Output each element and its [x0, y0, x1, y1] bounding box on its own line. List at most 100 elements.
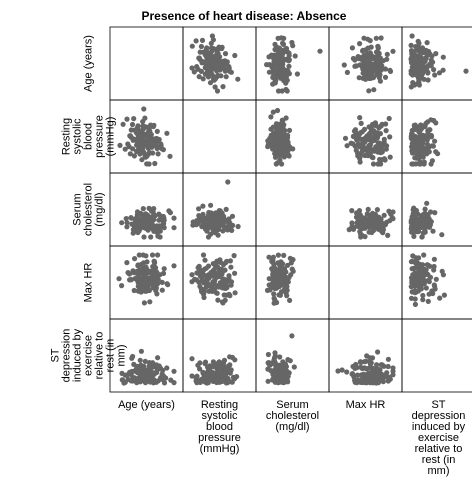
- data-point: [433, 276, 439, 282]
- data-point: [366, 370, 372, 377]
- data-point: [420, 230, 426, 236]
- data-point: [410, 72, 416, 78]
- data-point: [414, 216, 420, 222]
- data-point: [355, 150, 361, 156]
- data-point: [122, 146, 128, 152]
- data-point: [277, 354, 283, 360]
- data-point: [409, 132, 415, 138]
- data-point: [384, 143, 390, 149]
- data-point: [364, 51, 371, 57]
- data-point: [374, 371, 380, 377]
- data-point: [127, 369, 133, 375]
- row-label-3: Max HR: [8, 246, 108, 319]
- data-point: [214, 88, 221, 94]
- data-point: [377, 131, 383, 137]
- data-point: [379, 143, 385, 149]
- data-point: [280, 272, 286, 278]
- data-point: [430, 143, 436, 149]
- data-point: [291, 364, 297, 370]
- data-point: [364, 353, 370, 359]
- data-point: [421, 76, 427, 82]
- data-point: [125, 141, 131, 147]
- data-point: [384, 51, 390, 58]
- data-point: [142, 373, 148, 380]
- data-point: [232, 290, 238, 296]
- data-point: [151, 258, 157, 264]
- data-point: [119, 370, 125, 376]
- data-point: [390, 209, 396, 215]
- data-point: [207, 369, 213, 375]
- data-point: [200, 369, 206, 375]
- data-point: [283, 371, 289, 377]
- data-point: [385, 356, 391, 362]
- panel-frame: [401, 318, 472, 393]
- panel-r2-c1: [182, 172, 257, 247]
- row-label-text: Max HR: [82, 262, 95, 303]
- data-point: [270, 369, 276, 375]
- data-point: [365, 36, 371, 42]
- data-point: [440, 54, 446, 60]
- data-point: [155, 151, 161, 157]
- data-point: [366, 151, 372, 157]
- data-point: [222, 51, 229, 57]
- data-point: [285, 132, 291, 138]
- data-point: [277, 63, 283, 69]
- data-point: [131, 116, 137, 122]
- panel-frame: [109, 172, 184, 247]
- data-point: [285, 357, 291, 363]
- panel-r2-c0: [109, 172, 184, 247]
- data-point: [227, 354, 233, 360]
- data-point: [413, 53, 419, 59]
- data-point: [278, 266, 284, 272]
- data-point: [167, 210, 173, 216]
- row-label-text: Age (years): [82, 35, 95, 92]
- data-point: [412, 296, 418, 302]
- data-point: [171, 263, 177, 269]
- data-point: [191, 221, 197, 227]
- data-point: [356, 56, 362, 62]
- data-point: [369, 229, 375, 236]
- data-point: [416, 255, 422, 261]
- data-point: [379, 149, 385, 155]
- data-point: [281, 280, 287, 286]
- data-point: [375, 140, 381, 146]
- data-point: [268, 126, 274, 132]
- data-point: [273, 132, 280, 138]
- data-point: [128, 215, 134, 221]
- panel-r3-c3: [328, 245, 403, 320]
- data-point: [216, 208, 222, 214]
- data-point: [350, 226, 357, 232]
- data-point: [267, 135, 273, 141]
- data-point: [430, 59, 436, 65]
- data-point: [194, 64, 200, 70]
- data-point: [283, 147, 289, 153]
- data-point: [157, 213, 163, 219]
- data-point: [412, 208, 418, 214]
- data-point: [341, 62, 347, 68]
- data-point: [408, 284, 414, 290]
- data-point: [202, 361, 208, 367]
- data-point: [281, 377, 287, 383]
- data-point: [418, 126, 424, 132]
- data-point: [198, 286, 204, 292]
- data-point: [423, 285, 429, 291]
- data-point: [373, 35, 379, 41]
- data-point: [362, 234, 368, 240]
- data-point: [116, 276, 122, 282]
- data-point: [367, 67, 373, 73]
- data-point: [370, 215, 376, 221]
- data-point: [199, 58, 205, 64]
- data-point: [276, 49, 282, 55]
- data-point: [197, 360, 203, 366]
- data-point: [373, 380, 379, 386]
- data-point: [222, 224, 229, 230]
- panel-r1-c4: [401, 99, 472, 174]
- data-point: [416, 275, 422, 281]
- panel-r1-c3: [328, 99, 403, 174]
- data-point: [361, 68, 368, 74]
- data-point: [228, 264, 234, 270]
- data-point: [365, 134, 371, 140]
- data-point: [200, 279, 206, 285]
- data-point: [284, 287, 290, 293]
- data-point: [379, 377, 385, 383]
